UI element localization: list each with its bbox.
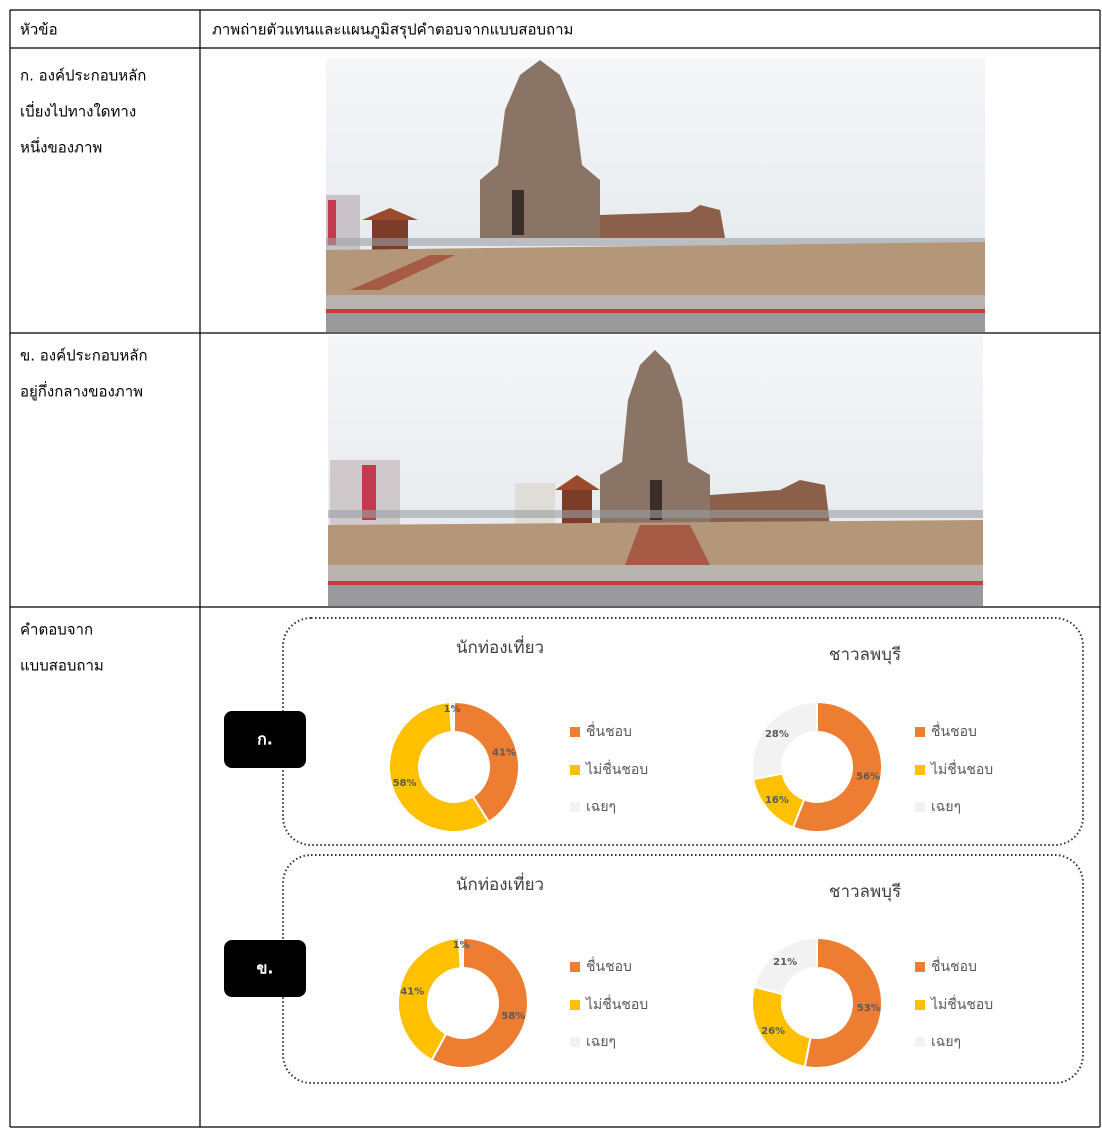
badge bbox=[224, 711, 306, 768]
legend-swatch bbox=[915, 962, 925, 972]
donut-slice bbox=[457, 936, 464, 970]
data-label: 26% bbox=[761, 1026, 785, 1037]
legend-label: เฉยๆ bbox=[931, 799, 961, 815]
data-label: 16% bbox=[765, 795, 789, 806]
legend-label: ไม่ชื่นชอบ bbox=[585, 995, 648, 1013]
legend-swatch bbox=[915, 727, 925, 737]
chart-title: นักท่องเที่ยว bbox=[456, 872, 544, 895]
badge-label: ข. bbox=[256, 959, 273, 978]
row-label: ข. องค์ประกอบหลัก bbox=[20, 347, 148, 365]
donut-slice bbox=[751, 700, 818, 781]
header-topic: หัวข้อ bbox=[20, 21, 58, 39]
legend-swatch bbox=[570, 962, 580, 972]
data-label: 58% bbox=[393, 778, 417, 789]
data-label: 21% bbox=[773, 957, 797, 968]
legend-swatch bbox=[570, 765, 580, 775]
legend-label: ชื่นชอบ bbox=[931, 722, 977, 740]
badge-label: ก. bbox=[257, 730, 273, 749]
legend-swatch bbox=[915, 1037, 925, 1047]
data-label: 58% bbox=[501, 1011, 525, 1022]
legend-label: ไม่ชื่นชอบ bbox=[930, 995, 993, 1013]
legend-label: เฉยๆ bbox=[931, 1034, 961, 1050]
badge bbox=[224, 940, 306, 997]
legend-swatch bbox=[570, 727, 580, 737]
data-label: 56% bbox=[856, 772, 880, 783]
legend-swatch bbox=[915, 1000, 925, 1010]
donut-slice bbox=[453, 700, 520, 824]
legend-label: เฉยๆ bbox=[586, 1034, 616, 1050]
data-label: 41% bbox=[400, 987, 424, 998]
legend-label: ไม่ชื่นชอบ bbox=[585, 760, 648, 778]
donut-slice bbox=[791, 700, 883, 833]
data-label: 53% bbox=[857, 1003, 881, 1014]
table-lines bbox=[9, 9, 1101, 1128]
legend-label: ชื่นชอบ bbox=[586, 722, 632, 740]
donut-slice bbox=[803, 936, 883, 1069]
data-label: 28% bbox=[765, 729, 789, 740]
legend-label: เฉยๆ bbox=[586, 799, 616, 815]
donut-slice bbox=[430, 936, 529, 1069]
donut-slice bbox=[752, 936, 818, 996]
data-label: 41% bbox=[492, 747, 516, 758]
legend-swatch bbox=[915, 802, 925, 812]
header-content: ภาพถ่ายตัวแทนและแผนภูมิสรุปคำตอบจากแบบสอ… bbox=[212, 21, 573, 40]
data-label: 1% bbox=[444, 704, 461, 715]
row-label: หนึ่งของภาพ bbox=[20, 137, 102, 157]
legend-swatch bbox=[570, 802, 580, 812]
legend-label: ชื่นชอบ bbox=[586, 957, 632, 975]
chart-title: ชาวลพบุรี bbox=[829, 882, 901, 902]
row-label: ก. องค์ประกอบหลัก bbox=[20, 67, 146, 85]
photo-temple-offset bbox=[326, 58, 985, 332]
legend-swatch bbox=[570, 1037, 580, 1047]
donut-slice bbox=[397, 937, 462, 1062]
donut-slice bbox=[448, 700, 455, 734]
row-label: แบบสอบถาม bbox=[20, 657, 104, 675]
donut-slice bbox=[388, 701, 491, 833]
legend-swatch bbox=[570, 1000, 580, 1010]
chart-title: นักท่องเที่ยว bbox=[456, 635, 544, 658]
row-label: อยู่กึ่งกลางของภาพ bbox=[20, 381, 143, 401]
photo-temple-center bbox=[328, 335, 983, 606]
legend-swatch bbox=[915, 765, 925, 775]
row-label: เบี่ยงไปทางใดทาง bbox=[20, 101, 136, 121]
legend-label: ชื่นชอบ bbox=[931, 957, 977, 975]
row-label: คำตอบจาก bbox=[20, 621, 93, 639]
data-label: 1% bbox=[453, 940, 470, 951]
chart-title: ชาวลพบุรี bbox=[829, 645, 901, 665]
legend-label: ไม่ชื่นชอบ bbox=[930, 760, 993, 778]
